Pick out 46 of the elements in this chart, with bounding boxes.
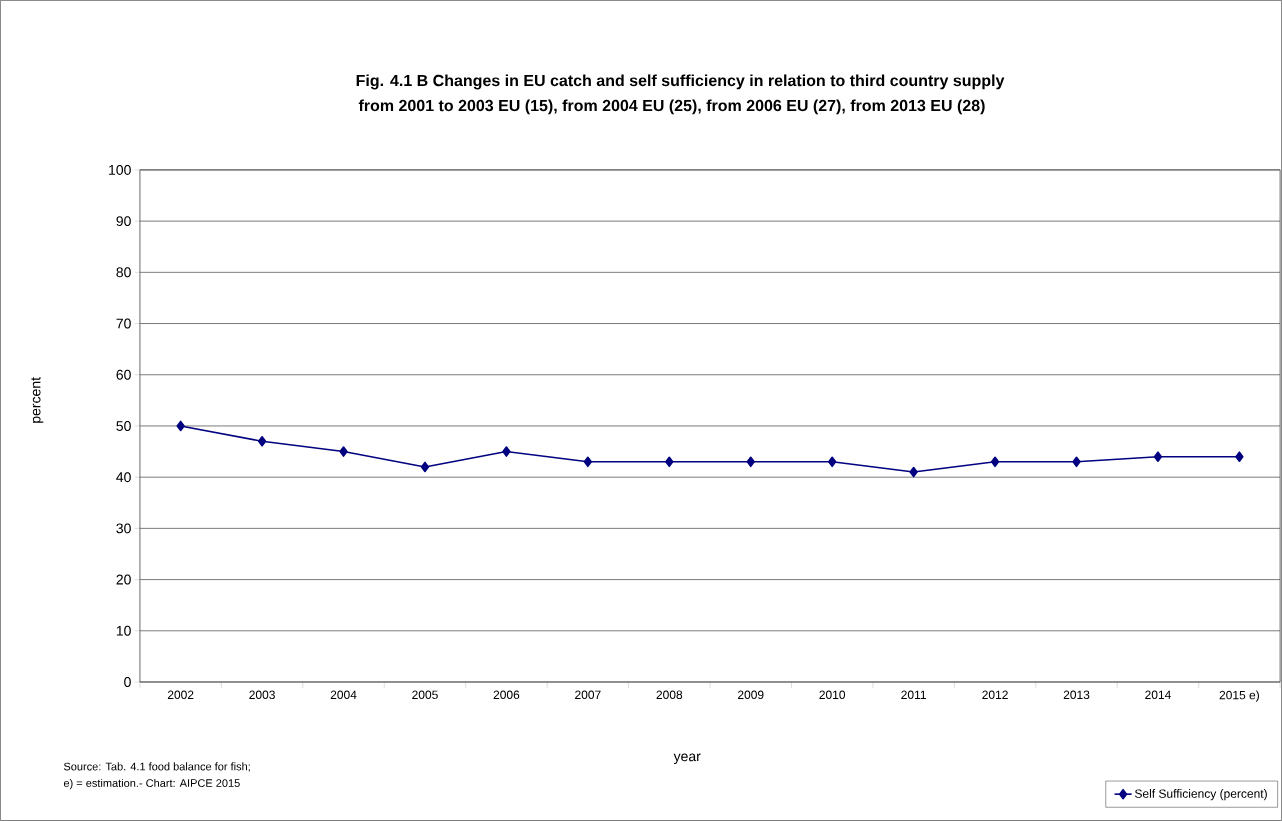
y-tick-label: 20 (116, 574, 131, 585)
text: e) = estimation.- Chart: AIPCE 2015 (63, 778, 240, 790)
x-tick-label: 2008 (656, 690, 683, 700)
x-tick-label: 2010 (819, 690, 846, 700)
x-tick-label: 2005 (412, 690, 438, 700)
y-tick-label: 30 (116, 523, 131, 534)
x-tick-label: 2011 (901, 690, 926, 700)
x-tick-label: 2003 (249, 690, 275, 700)
point (746, 456, 755, 468)
x-tick-label: 2006 (493, 690, 520, 700)
y-tick-label: 70 (116, 318, 131, 329)
point (339, 446, 348, 457)
x-axis-title: year (673, 753, 701, 765)
x-tick-label: 2009 (737, 690, 764, 700)
y-tick-label: 60 (116, 369, 131, 380)
point (990, 456, 1000, 468)
x-tick-label: 2012 (982, 690, 1008, 700)
y-tick-label: 0 (124, 677, 131, 687)
y-tick-label: 50 (116, 421, 131, 431)
legend-label: Self Sufficiency (percent) (1134, 789, 1267, 801)
point (1235, 451, 1244, 463)
source-note: Source: Tab. 4.1 food balance for fish; (63, 762, 250, 772)
point (420, 461, 430, 473)
y-axis-title: percent (31, 377, 44, 423)
point (502, 446, 511, 457)
x-tick-label: 2004 (330, 690, 357, 700)
x-tick-label: 2014 (1145, 690, 1171, 700)
y-tick-label: 80 (116, 267, 131, 278)
x-tick-label: 2015 e) (1219, 690, 1259, 702)
x-tick-label: 2002 (167, 690, 194, 700)
point (176, 420, 185, 432)
point (909, 466, 918, 478)
point (257, 436, 267, 447)
y-tick-label: 90 (116, 216, 131, 227)
point (1153, 451, 1163, 463)
x-tick-label: 2007 (575, 690, 601, 700)
y-tick-label: 100 (109, 164, 131, 175)
chart-subtitle: from 2001 to 2003 EU (15), from 2004 EU (25), from 2006 EU (27), from 2013 EU (28) (358, 99, 985, 115)
point (1072, 456, 1081, 468)
x-tick-label: 2013 (1063, 690, 1090, 700)
y-tick-label: 10 (116, 625, 131, 636)
y-tick-label: 40 (116, 472, 131, 483)
point (583, 456, 593, 468)
point (828, 456, 837, 468)
point (665, 456, 674, 468)
chart-title: Fig. 4.1 B Changes in EU catch and self sufficiency in relation to third country supply (356, 74, 1005, 90)
